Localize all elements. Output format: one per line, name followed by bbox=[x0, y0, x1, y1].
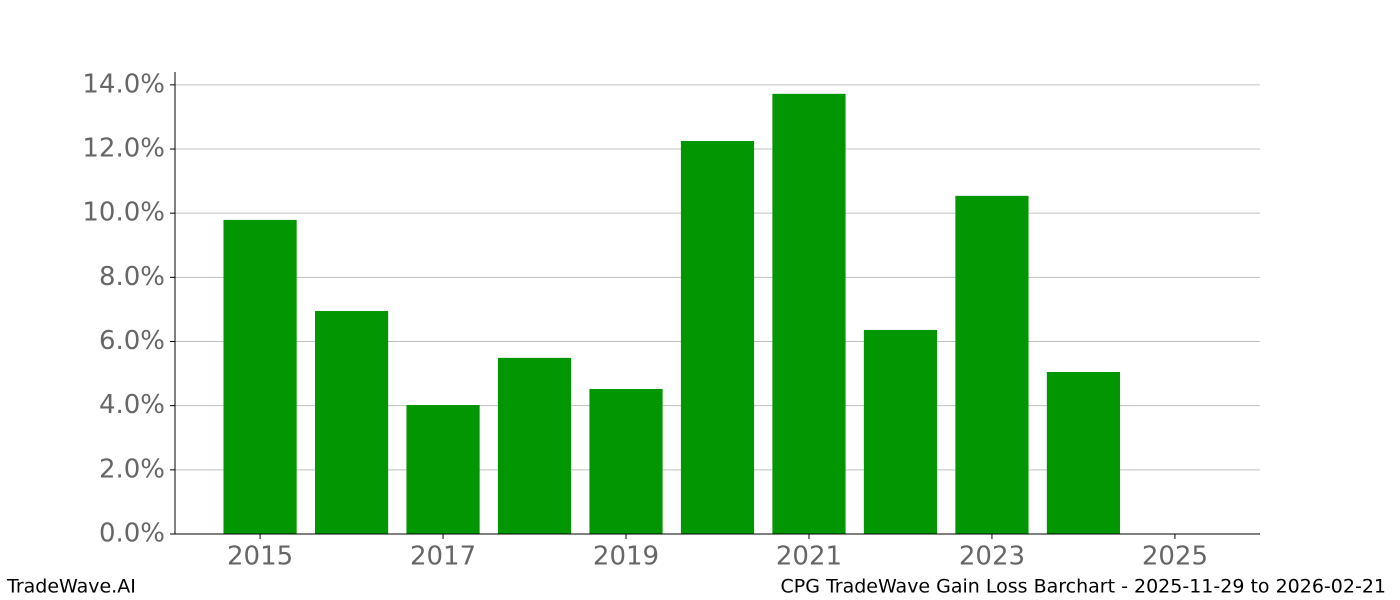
x-tick-label: 2017 bbox=[410, 542, 476, 572]
x-tick-label: 2021 bbox=[776, 542, 842, 572]
bar bbox=[497, 357, 572, 534]
bar bbox=[223, 219, 297, 534]
bar bbox=[772, 93, 846, 535]
bar bbox=[314, 311, 389, 534]
y-tick-label: 8.0% bbox=[99, 262, 165, 292]
x-tick-label: 2023 bbox=[959, 542, 1025, 572]
bar bbox=[406, 405, 480, 534]
bar bbox=[1046, 371, 1121, 534]
x-tick-label: 2015 bbox=[227, 542, 293, 572]
y-tick-label: 6.0% bbox=[99, 326, 165, 356]
footer-left: TradeWave.AI bbox=[6, 576, 136, 598]
y-tick-label: 0.0% bbox=[99, 519, 165, 549]
y-tick-label: 2.0% bbox=[99, 454, 165, 484]
y-tick-label: 10.0% bbox=[82, 198, 165, 228]
x-tick-label: 2025 bbox=[1142, 542, 1208, 572]
y-tick-label: 12.0% bbox=[82, 134, 165, 164]
x-tick-label: 2019 bbox=[593, 542, 659, 572]
bar bbox=[863, 329, 938, 534]
y-tick-label: 4.0% bbox=[99, 390, 165, 420]
footer-right: CPG TradeWave Gain Loss Barchart - 2025-… bbox=[780, 576, 1386, 598]
bar bbox=[955, 195, 1029, 534]
bar bbox=[680, 140, 755, 534]
bar bbox=[589, 388, 663, 534]
y-tick-label: 14.0% bbox=[82, 69, 165, 99]
